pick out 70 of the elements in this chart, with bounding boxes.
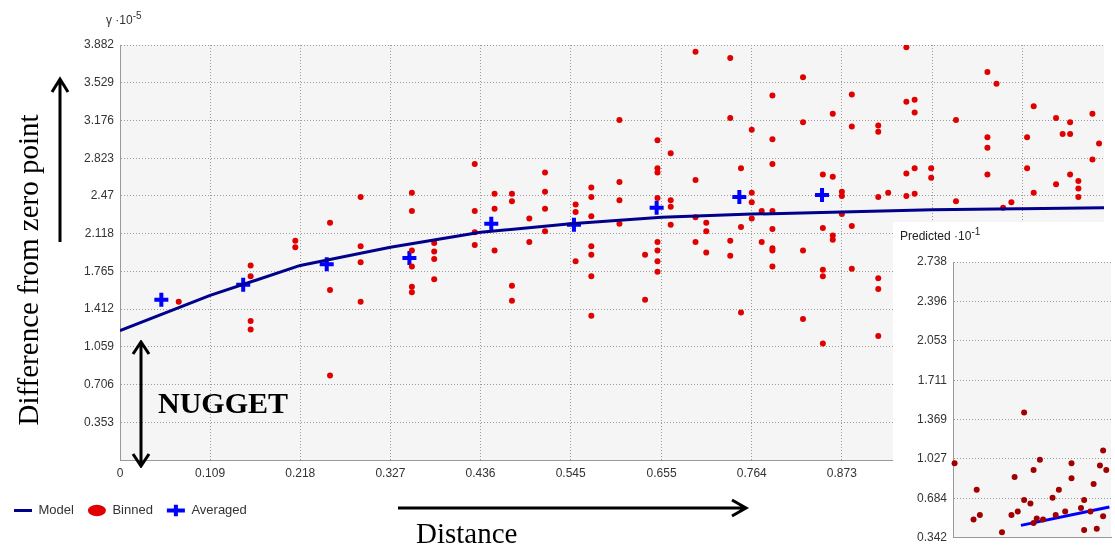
- point: [1090, 480, 1097, 487]
- point: [1030, 520, 1037, 527]
- y-tick-label: 1.412: [83, 301, 115, 316]
- y-tick-label: 0.684: [916, 490, 948, 505]
- y-tick-label: 2.118: [84, 225, 115, 240]
- x-tick-label: 0.436: [465, 465, 496, 480]
- point: [1055, 486, 1062, 493]
- point: [1081, 526, 1088, 533]
- point: [1093, 525, 1100, 532]
- x-tick-label: 0.655: [646, 465, 677, 480]
- point: [1077, 505, 1084, 512]
- x-tick-label: 0.873: [826, 465, 858, 480]
- point: [1052, 512, 1059, 519]
- x-tick-label: 0.327: [375, 465, 406, 480]
- point: [1040, 516, 1047, 523]
- point: [1021, 409, 1028, 416]
- y-tick-label: 1.369: [916, 411, 948, 426]
- y-tick-label: 2.396: [916, 293, 948, 308]
- y-tick-label: 1.027: [916, 451, 948, 466]
- point: [1027, 500, 1034, 507]
- y-axis-title: Difference from zero point: [11, 114, 45, 426]
- y-tick-label: 3.529: [83, 75, 115, 90]
- point: [1103, 467, 1110, 474]
- point: [1068, 460, 1075, 467]
- legend-label: Averaged: [191, 502, 247, 518]
- point: [1030, 467, 1037, 474]
- x-axis-title: Distance: [416, 517, 518, 550]
- y-tick-label: 2.823: [83, 150, 115, 165]
- point: [1049, 494, 1056, 501]
- y-tick-label: 1.765: [83, 263, 115, 278]
- point: [1021, 497, 1028, 504]
- x-tick-label: 0.218: [285, 465, 316, 480]
- point: [1100, 513, 1107, 520]
- x-tick-label: 0: [116, 465, 124, 480]
- point: [1033, 515, 1040, 522]
- y-tick-label: 3.882: [83, 37, 115, 52]
- legend-label: Binned: [112, 502, 153, 518]
- point: [1011, 474, 1018, 481]
- point: [1036, 456, 1043, 463]
- y-tick-label: 1.711: [917, 372, 948, 387]
- point: [1068, 475, 1075, 482]
- point: [1081, 497, 1088, 504]
- point: [998, 529, 1005, 536]
- text: γ ·10$^{-5}$: [106, 10, 142, 27]
- y-tick-label: 2.47: [90, 188, 115, 203]
- x-tick-label: 0.764: [736, 465, 768, 480]
- y-axis-title: Predicted ·10$^{-1}$: [900, 226, 981, 243]
- y-tick-label: 0.353: [83, 414, 115, 429]
- point: [152, 290, 171, 309]
- annotation: NUGGET: [158, 386, 289, 420]
- y-tick-label: 0.706: [83, 376, 115, 391]
- point: [647, 198, 666, 217]
- point: [1062, 508, 1069, 515]
- point: [970, 516, 977, 523]
- point: [1087, 508, 1094, 515]
- point: [951, 460, 958, 467]
- legend-label: Model: [38, 502, 75, 518]
- y-tick-label: 1.059: [83, 339, 115, 354]
- point: [973, 486, 980, 493]
- point: [1014, 508, 1021, 515]
- y-tick-label: 0.342: [916, 530, 948, 545]
- x-tick-label: 0.545: [555, 465, 586, 480]
- x-tick-label: 0.109: [195, 465, 226, 480]
- point: [1008, 512, 1015, 519]
- point: [1100, 447, 1107, 454]
- y-tick-label: 2.738: [916, 254, 948, 269]
- point: [976, 512, 983, 519]
- y-tick-label: 3.176: [83, 112, 115, 127]
- y-tick-label: 2.053: [916, 333, 948, 348]
- point: [1096, 462, 1103, 469]
